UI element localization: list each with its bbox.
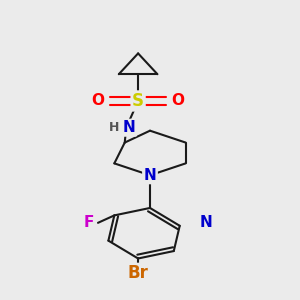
Text: H: H — [109, 121, 119, 134]
Text: N: N — [144, 168, 156, 183]
Text: Br: Br — [128, 264, 148, 282]
Text: N: N — [123, 120, 136, 135]
Text: S: S — [132, 92, 144, 110]
Text: N: N — [200, 215, 213, 230]
Text: F: F — [84, 215, 94, 230]
Text: O: O — [172, 94, 185, 109]
Text: O: O — [92, 94, 104, 109]
